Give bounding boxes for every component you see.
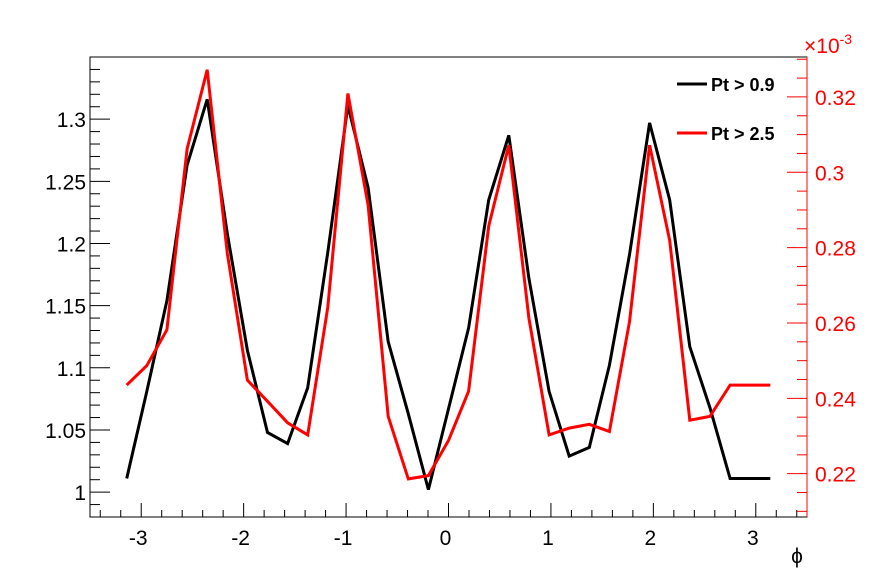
series-line-pt-2-5: [125, 69, 771, 481]
y2-tick-label: 0.3: [815, 162, 844, 185]
y2-tick-label: 0.32: [815, 87, 856, 110]
x-tick-label: -3: [129, 527, 148, 550]
series-layer: [125, 69, 771, 490]
legend-label-pt-0-9: Pt > 0.9: [711, 75, 775, 95]
y-tick-label: 1.2: [57, 233, 86, 256]
x-axis-label: ϕ: [791, 545, 803, 568]
x-tick-label: 2: [645, 527, 657, 550]
x-tick-label: 1: [542, 527, 554, 550]
x-tick-label: -2: [231, 527, 250, 550]
y-tick-label: 1.3: [57, 109, 86, 132]
right-axis-exponent: ×10-3: [804, 31, 852, 58]
right-axis-exponent-base: ×10: [804, 35, 840, 58]
y2-tick-label: 0.22: [815, 464, 856, 487]
y-tick-label: 1.05: [45, 420, 86, 443]
y-tick-label: 1.1: [57, 358, 86, 381]
y-tick-label: 1: [74, 482, 86, 505]
legend-label-pt-2-5: Pt > 2.5: [711, 124, 775, 144]
legend: Pt > 0.9 Pt > 2.5: [677, 75, 775, 144]
x-axis: -3 -2 -1 0 1 2 3: [99, 503, 798, 550]
y2-tick-label: 0.24: [815, 388, 856, 411]
y-axis: 1 1.05 1.1 1.15 1.2 1.25 1.3: [45, 56, 110, 518]
y2-tick-label: 0.28: [815, 238, 856, 261]
x-tick-label: 3: [747, 527, 759, 550]
y-tick-label: 1.15: [45, 296, 86, 319]
x-tick-label: -1: [334, 527, 353, 550]
y2-axis: 0.22 0.24 0.26 0.28 0.3 0.32: [787, 58, 856, 512]
y-tick-label: 1.25: [45, 171, 86, 194]
series-line-pt-0-9: [125, 98, 771, 490]
right-axis-exponent-power: -3: [840, 31, 853, 47]
x-tick-label: 0: [440, 527, 452, 550]
y2-tick-label: 0.26: [815, 313, 856, 336]
